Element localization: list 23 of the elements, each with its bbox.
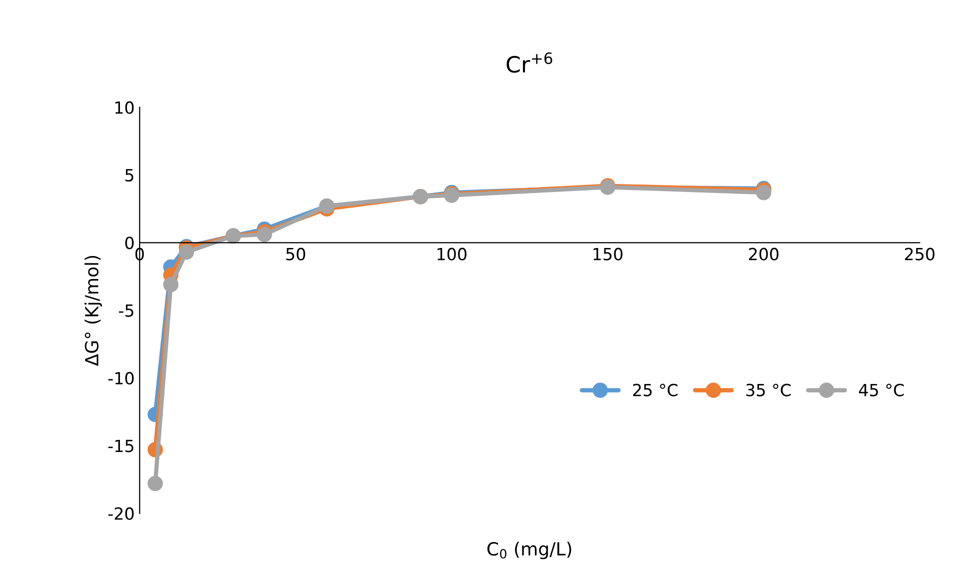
legend-label: 35 °C <box>746 384 791 396</box>
point <box>756 184 772 200</box>
y-tick-label: 5 <box>125 169 134 182</box>
x-tick-label: 150 <box>594 248 622 260</box>
point <box>163 276 178 292</box>
y-tick-label: -20 <box>108 507 134 520</box>
x-tick-label: 100 <box>438 248 466 260</box>
x-tick-label: 200 <box>748 248 778 260</box>
point <box>178 244 194 260</box>
y-tick-label: 0 <box>125 236 134 250</box>
legend-label: 45 °C <box>859 384 904 396</box>
y-tick-label: -5 <box>118 304 134 317</box>
point <box>256 226 272 242</box>
legend-label: 25 °C <box>633 384 678 396</box>
point <box>148 476 163 492</box>
y-axis-title: ΔG° (Kj/mol) <box>84 256 102 366</box>
x-tick-label: 50 <box>286 248 306 260</box>
y-tick-label: 10 <box>115 101 134 114</box>
y-tick-label: -10 <box>108 372 134 385</box>
y-tick-label: -15 <box>108 440 134 452</box>
chart-title: Cr$^{+6}$ <box>506 52 552 73</box>
x-axis-title: C$_{0}$ (mg/L) <box>487 542 572 560</box>
x-tick-label: 250 <box>904 248 934 260</box>
